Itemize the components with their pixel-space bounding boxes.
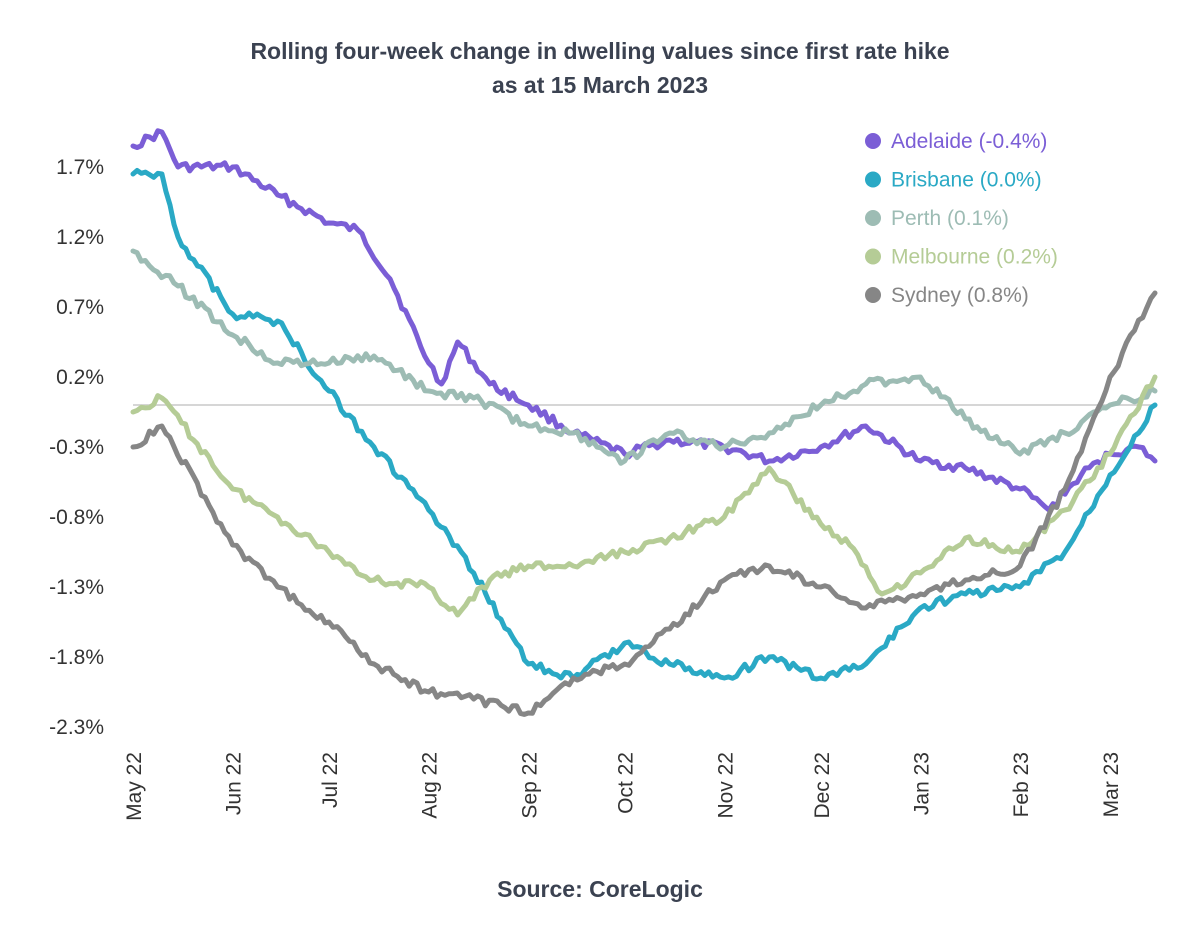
legend-marker xyxy=(865,248,881,265)
legend-marker xyxy=(865,171,881,188)
y-tick-label: 0.7% xyxy=(56,296,104,319)
x-tick-label: Dec 22 xyxy=(811,752,834,819)
chart-subtitle: as at 15 March 2023 xyxy=(491,72,709,98)
legend-label: Adelaide (-0.4%) xyxy=(891,130,1047,153)
chart-source: Source: CoreLogic xyxy=(497,876,703,902)
legend-marker xyxy=(865,133,881,149)
legend-marker xyxy=(865,287,881,303)
y-tick-label: -0.8% xyxy=(49,506,104,529)
legend-label: Perth (0.1%) xyxy=(891,207,1009,230)
y-tick-label: 1.2% xyxy=(56,226,104,249)
y-tick-label: -1.3% xyxy=(49,576,104,599)
x-tick-label: Oct 22 xyxy=(615,752,638,814)
legend-label: Sydney (0.8%) xyxy=(891,284,1029,307)
x-tick-label: Jul 22 xyxy=(319,752,342,808)
y-tick-label: -0.3% xyxy=(49,436,104,459)
x-tick-label: Mar 23 xyxy=(1100,752,1123,817)
series-line-melbourne xyxy=(130,374,1158,618)
series-line-sydney xyxy=(130,290,1158,717)
legend-marker xyxy=(865,210,881,226)
x-tick-label: Jan 23 xyxy=(910,752,933,815)
x-tick-label: Jun 22 xyxy=(223,752,246,815)
y-tick-label: -2.3% xyxy=(49,716,104,739)
x-tick-label: Sep 22 xyxy=(518,752,541,819)
y-tick-label: 1.7% xyxy=(56,156,104,179)
x-tick-label: Aug 22 xyxy=(419,752,442,819)
legend-label: Brisbane (0.0%) xyxy=(891,169,1042,192)
y-tick-label: -1.8% xyxy=(49,646,104,669)
chart-title: Rolling four-week change in dwelling val… xyxy=(250,38,950,64)
x-tick-label: May 22 xyxy=(123,752,146,821)
x-tick-label: Feb 23 xyxy=(1010,752,1033,817)
x-tick-label: Nov 22 xyxy=(714,752,737,819)
legend-label: Melbourne (0.2%) xyxy=(891,246,1058,269)
series-line-perth xyxy=(130,248,1158,466)
y-tick-label: 0.2% xyxy=(56,366,104,389)
